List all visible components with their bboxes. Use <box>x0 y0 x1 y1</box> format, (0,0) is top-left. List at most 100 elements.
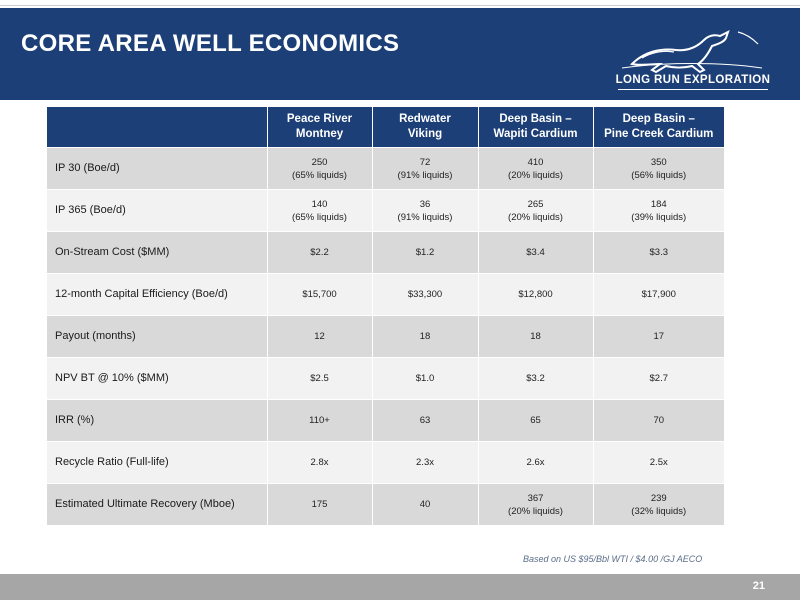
pricing-footnote: Based on US $95/Bbl WTI / $4.00 /GJ AECO <box>523 554 703 564</box>
cell-value: $3.3 <box>649 247 669 258</box>
table-cell: 350 (56% liquids) <box>593 147 724 190</box>
cell-value: 140 <box>311 198 328 210</box>
table-row: 12-month Capital Efficiency (Boe/d) $15,7… <box>47 273 724 316</box>
cell-liquids-note: (20% liquids) <box>508 505 563 517</box>
table-cell: 2.8x <box>267 441 373 484</box>
cell-value: $1.2 <box>415 247 435 258</box>
cell-liquids-note: (65% liquids) <box>292 169 347 181</box>
cell-value: 239 <box>650 492 667 504</box>
cell-liquids-note: (32% liquids) <box>631 505 687 517</box>
table-cell: $12,800 <box>478 273 594 316</box>
company-logo: LONG RUN EXPLORATION <box>612 22 774 100</box>
cell-value: 72 <box>419 156 431 168</box>
cell-value: 184 <box>650 198 667 210</box>
table-row: IP 365 (Boe/d) 140 (65% liquids) 36 (91% liq… <box>47 189 724 232</box>
table-row: Payout (months) 12 18 18 17 <box>47 315 724 358</box>
cell-value: 36 <box>419 198 431 210</box>
table-row: On-Stream Cost ($MM) $2.2 $1.2 $3.4 $3.3 <box>47 231 724 274</box>
cell-value: 175 <box>311 499 328 510</box>
row-label: On-Stream Cost ($MM) <box>47 231 268 274</box>
cell-value: $12,800 <box>518 289 553 300</box>
cell-value: 70 <box>653 415 665 426</box>
cell-value: $2.2 <box>310 247 329 258</box>
header-blank <box>47 107 268 148</box>
table-cell: 410 (20% liquids) <box>478 147 594 190</box>
table-cell: 65 <box>478 399 594 442</box>
table-cell: $2.7 <box>593 357 724 400</box>
cell-liquids-note: (91% liquids) <box>397 169 453 181</box>
table-cell: 265 (20% liquids) <box>478 189 594 232</box>
cell-value: 2.8x <box>310 457 329 468</box>
table-cell: 140 (65% liquids) <box>267 189 373 232</box>
table-row: IRR (%) 110+ 63 65 70 <box>47 399 724 442</box>
cell-liquids-note: (20% liquids) <box>508 169 563 181</box>
table-row: Recycle Ratio (Full-life) 2.8x 2.3x 2.6x 2.5… <box>47 441 724 484</box>
table-row: Estimated Ultimate Recovery (Mboe) 175 40 3… <box>47 483 724 525</box>
cell-value: $2.5 <box>310 373 329 384</box>
cell-value: 110+ <box>309 415 330 426</box>
table-cell: 184 (39% liquids) <box>593 189 724 232</box>
cell-value: $33,300 <box>407 289 443 300</box>
cell-value: 410 <box>527 156 544 168</box>
cell-liquids-note: (91% liquids) <box>397 211 453 223</box>
header-wapiti-cardium: Deep Basin – Wapiti Cardium <box>478 107 594 148</box>
table-cell: 18 <box>372 315 479 358</box>
table-cell: 239 (32% liquids) <box>593 483 724 525</box>
cell-value: 18 <box>419 331 431 342</box>
cell-value: $15,700 <box>302 289 337 300</box>
table-cell: 175 <box>267 483 373 525</box>
table-cell: 40 <box>372 483 479 525</box>
cell-value: 65 <box>530 415 541 426</box>
cell-liquids-note: (20% liquids) <box>508 211 563 223</box>
cell-value: 350 <box>650 156 667 168</box>
horse-icon <box>621 30 763 74</box>
table-cell: 70 <box>593 399 724 442</box>
table-cell: $2.5 <box>267 357 373 400</box>
table-cell: 367 (20% liquids) <box>478 483 594 525</box>
table-cell: 12 <box>267 315 373 358</box>
table-cell: 18 <box>478 315 594 358</box>
header-peace-river-montney: Peace River Montney <box>267 107 373 148</box>
well-economics-table: Peace River Montney Redwater Viking Deep B… <box>47 107 724 525</box>
table-cell: $33,300 <box>372 273 479 316</box>
cell-value: 63 <box>419 415 431 426</box>
slide-header: CORE AREA WELL ECONOMICS LONG RUN EXPLOR… <box>0 8 800 100</box>
logo-wordmark: LONG RUN EXPLORATION <box>615 74 771 86</box>
header-pine-creek-cardium: Deep Basin – Pine Creek Cardium <box>593 107 724 148</box>
cell-liquids-note: (65% liquids) <box>292 211 347 223</box>
cell-value: $17,900 <box>641 289 676 300</box>
table-cell: 250 (65% liquids) <box>267 147 373 190</box>
table-cell: $3.2 <box>478 357 594 400</box>
table-cell: 110+ <box>267 399 373 442</box>
table-cell: $1.2 <box>372 231 479 274</box>
row-label: Payout (months) <box>47 315 268 358</box>
cell-value: 2.5x <box>649 457 668 468</box>
cell-value: 18 <box>530 331 541 342</box>
table-cell: $17,900 <box>593 273 724 316</box>
cell-value: 265 <box>527 198 544 210</box>
top-rule <box>0 0 800 6</box>
table-row: NPV BT @ 10% ($MM) $2.5 $1.0 $3.2 $2.7 <box>47 357 724 400</box>
logo-underline <box>618 89 768 90</box>
cell-liquids-note: (39% liquids) <box>631 211 687 223</box>
cell-value: 250 <box>311 156 328 168</box>
cell-value: 40 <box>419 499 431 510</box>
row-label: 12-month Capital Efficiency (Boe/d) <box>47 273 268 316</box>
cell-value: $1.0 <box>415 373 435 384</box>
cell-value: $2.7 <box>649 373 669 384</box>
cell-value: 12 <box>314 331 325 342</box>
cell-value: $3.4 <box>526 247 545 258</box>
table-cell: 63 <box>372 399 479 442</box>
table-header-row: Peace River Montney Redwater Viking Deep B… <box>47 107 724 148</box>
cell-value: 2.6x <box>526 457 545 468</box>
cell-value: 367 <box>527 492 544 504</box>
table-cell: 2.6x <box>478 441 594 484</box>
cell-liquids-note: (56% liquids) <box>631 169 687 181</box>
table-cell: $3.4 <box>478 231 594 274</box>
table-cell: 36 (91% liquids) <box>372 189 479 232</box>
table-cell: $2.2 <box>267 231 373 274</box>
cell-value: 17 <box>653 331 665 342</box>
table-row: IP 30 (Boe/d) 250 (65% liquids) 72 (91% liqu… <box>47 147 724 190</box>
page-number: 21 <box>752 580 765 592</box>
row-label: IP 30 (Boe/d) <box>47 147 268 190</box>
